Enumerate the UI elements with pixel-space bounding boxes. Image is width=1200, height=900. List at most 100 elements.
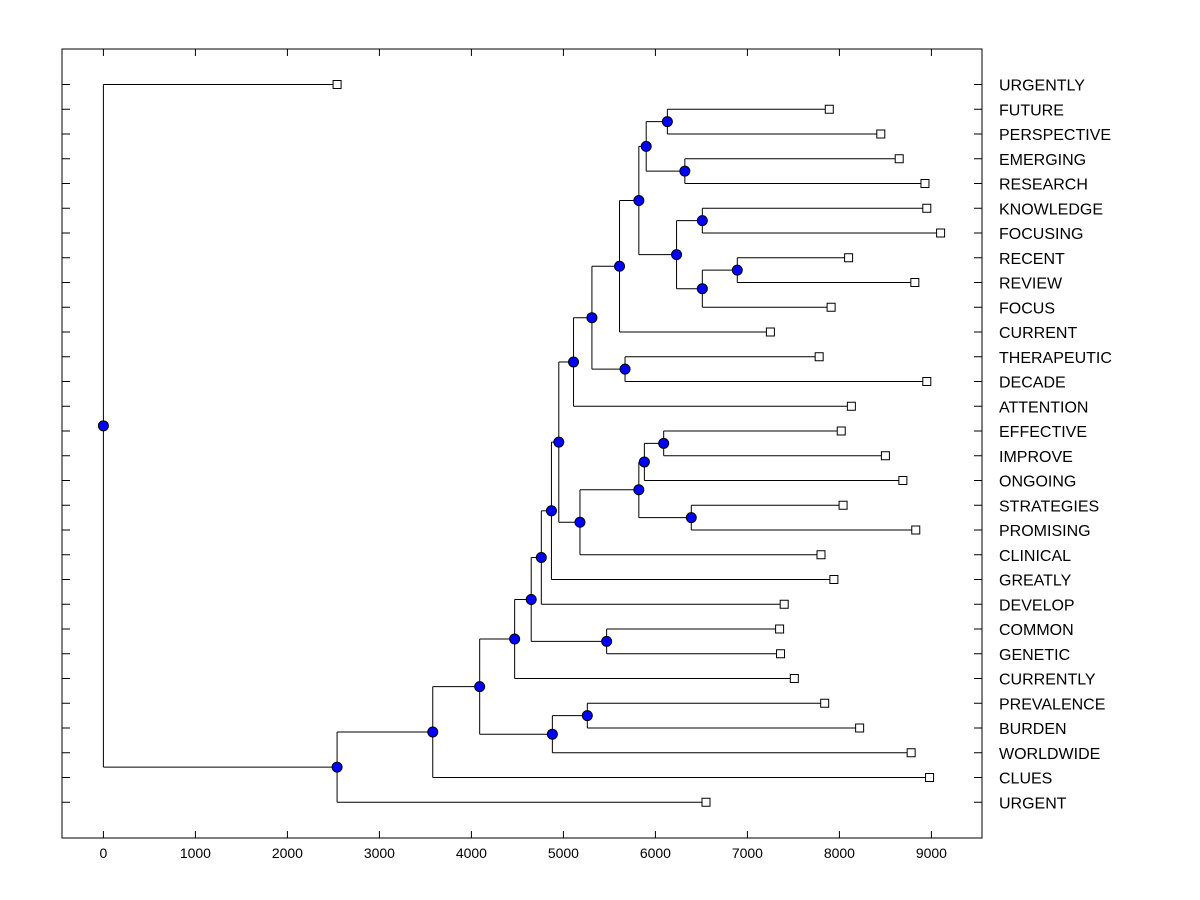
merge-node-marker [427,726,439,738]
x-tick-label: 6000 [640,845,671,861]
merge-node-marker [685,512,697,524]
leaf-label: CURRENTLY [999,672,1096,689]
leaf-marker [925,773,935,782]
leaf-markers [332,80,946,807]
leaf-label: FUTURE [999,102,1064,119]
leaf-marker [789,674,799,683]
leaf-label: DECADE [999,375,1066,392]
x-tick-label: 4000 [456,845,487,861]
leaf-label: ONGOING [999,474,1076,491]
leaf-label: CLINICAL [999,548,1071,565]
leaf-marker [936,228,946,238]
leaf-label: FOCUSING [999,226,1083,243]
merge-node-marker [633,484,645,496]
leaf-label: PERSPECTIVE [999,127,1111,144]
leaf-marker [844,253,854,263]
leaf-label: EFFECTIVE [999,424,1087,441]
x-tick-label: 7000 [732,845,763,861]
leaf-marker [775,624,785,634]
merge-node-marker [331,761,343,773]
leaf-label: DEVELOP [999,597,1075,614]
leaf-marker [765,327,775,337]
leaf-label: URGENTLY [999,78,1085,95]
leaf-marker [332,80,342,89]
leaf-marker [911,525,921,535]
merge-node-marker [545,505,557,517]
leaf-label: BURDEN [999,721,1067,738]
merge-node-marker [97,420,109,432]
leaf-label: RECENT [999,251,1065,268]
leaf-marker [898,476,908,485]
leaf-marker [838,500,848,510]
leaf-marker [876,129,886,139]
leaf-label: REVIEW [999,276,1063,293]
merge-node-marker [658,437,670,449]
leaf-label: FOCUS [999,300,1055,317]
merge-node-marker [568,356,580,368]
merge-node-marker [638,456,650,468]
leaf-marker [701,797,711,807]
leaf-marker [910,278,920,287]
leaf-marker [880,451,890,461]
leaf-label: KNOWLEDGE [999,201,1103,218]
merge-node-marker [574,516,586,528]
x-tick-label: 2000 [272,845,303,861]
leaf-label: RESEARCH [999,177,1088,194]
merge-node-marker [525,593,537,605]
leaf-label: GENETIC [999,647,1070,664]
leaf-label: GREATLY [999,573,1072,590]
leaf-label: CLUES [999,771,1052,788]
merge-node-marker [614,260,626,272]
leaf-marker [829,575,839,584]
leaf-marker [846,401,856,411]
leaf-label: STRATEGIES [999,498,1099,515]
leaf-marker [820,698,830,708]
merge-node-marker [696,283,708,295]
leaf-marker [776,649,786,659]
leaf-marker [894,154,904,164]
x-tick-label: 5000 [548,845,579,861]
leaf-label: URGENT [999,795,1067,812]
leaf-marker [920,179,930,188]
leaf-marker [836,426,846,436]
leaf-marker [824,104,834,114]
leaf-marker [906,748,916,758]
merge-node-marker [661,116,673,128]
leaf-marker [779,599,789,609]
merge-node-marker [640,140,652,152]
leaf-marker [814,352,824,362]
merge-node-marker [633,195,645,207]
x-tick-label: 8000 [824,845,855,861]
leaf-marker [922,377,932,386]
merge-node-marker [679,165,691,177]
leaf-marker [826,302,836,312]
merge-node-marker [509,633,521,645]
merge-node-marker [581,710,593,722]
merge-node-marker [546,728,558,740]
leaf-label: PREVALENCE [999,696,1105,713]
leaf-marker [855,723,865,733]
merge-node-marker [696,215,708,227]
leaf-label: COMMON [999,622,1074,639]
leaf-label: CURRENT [999,325,1077,342]
merge-node-marker [601,635,613,647]
merge-node-marker [731,264,743,276]
merge-node-marker [535,552,547,564]
merge-node-marker [586,312,598,324]
x-tick-label: 1000 [180,845,211,861]
leaf-marker [816,550,826,560]
leaf-label: EMERGING [999,152,1086,169]
leaf-marker [922,203,932,213]
leaf-labels: URGENTLY FUTURE PERSPECTIVE EMERGING RESEARC… [999,78,1112,813]
merge-node-marker [619,363,631,375]
y-axis-ticks [62,84,982,803]
leaf-label: ATTENTION [999,399,1088,416]
x-tick-label: 3000 [364,845,395,861]
leaf-label: WORLDWIDE [999,746,1100,763]
merge-node-marker [553,436,565,448]
leaf-label: IMPROVE [999,449,1073,466]
x-tick-label: 0 [100,845,108,861]
merge-nodes [97,116,743,773]
merge-node-marker [474,681,486,693]
